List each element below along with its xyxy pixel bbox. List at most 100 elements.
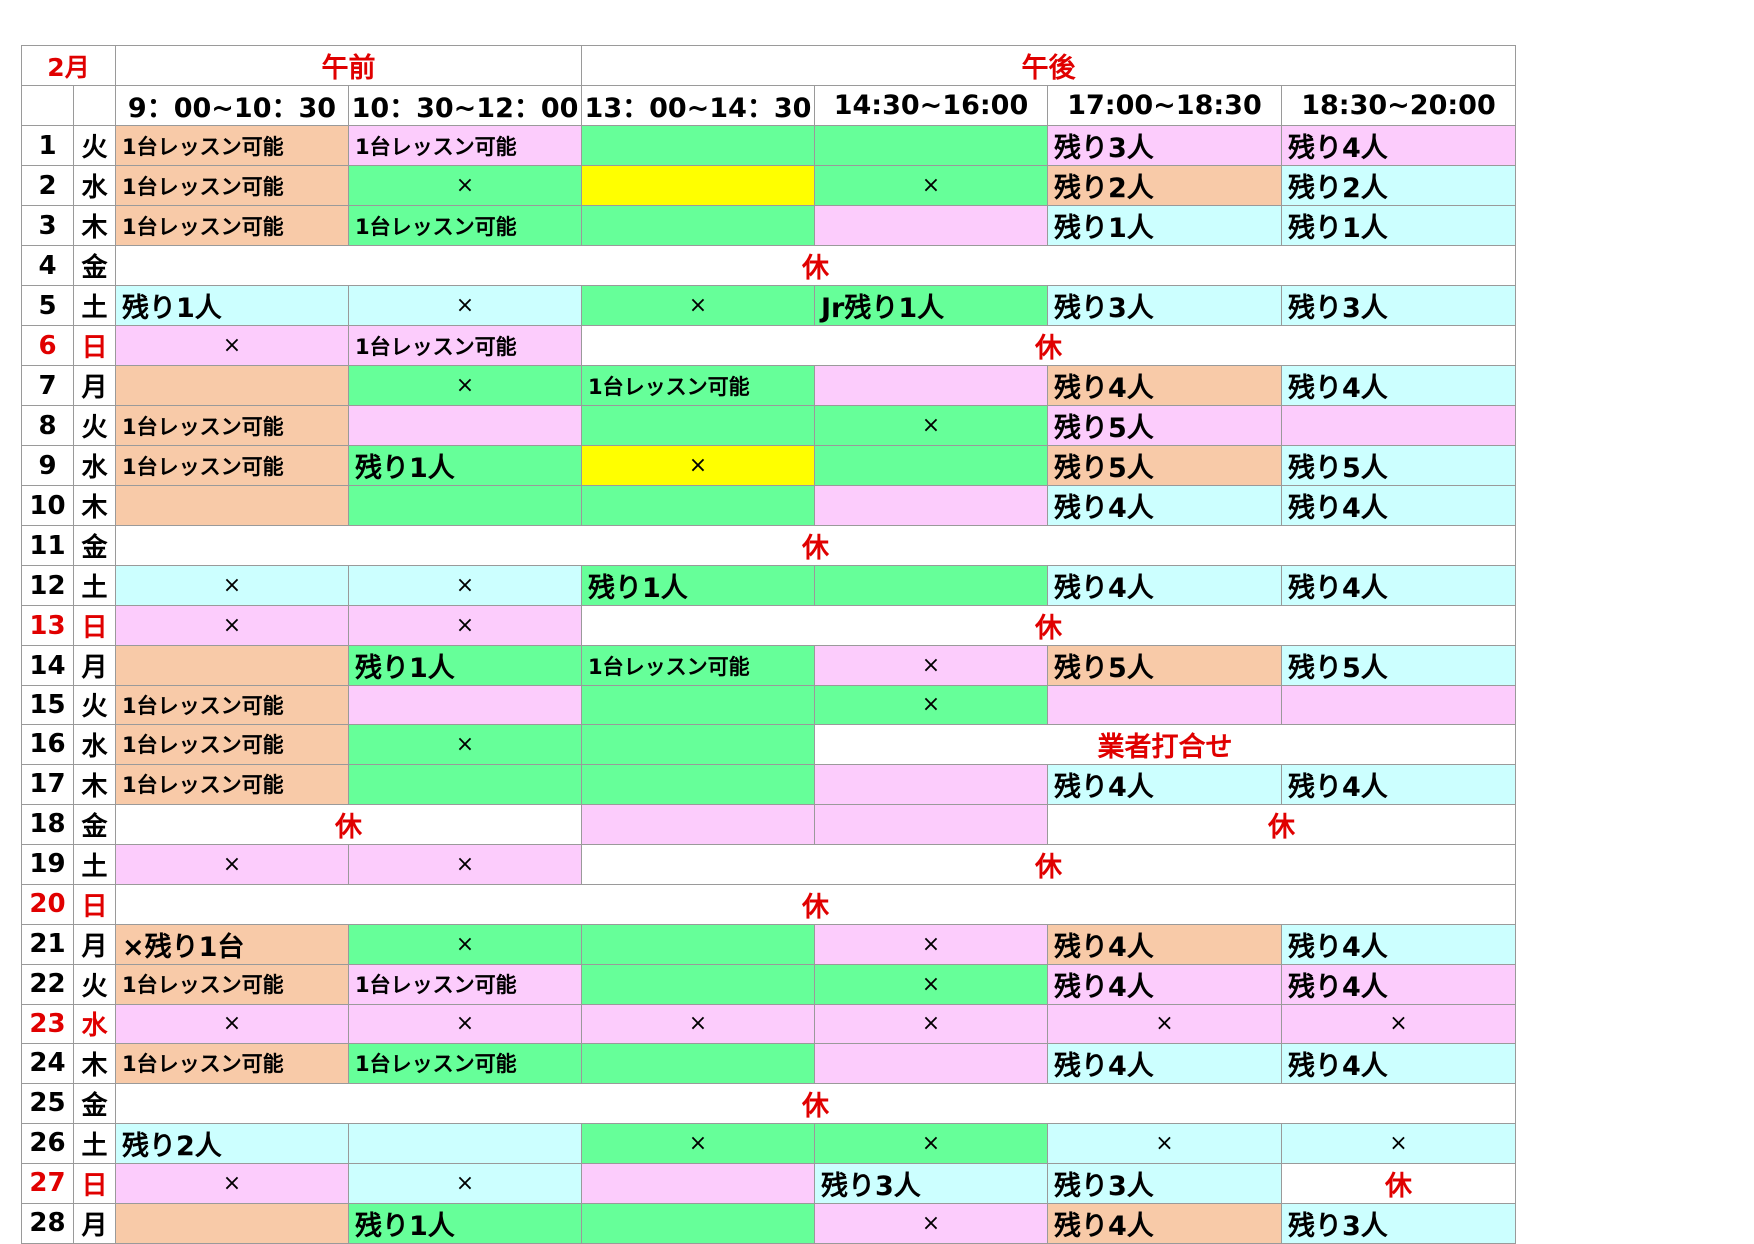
slot-cell: 残り3人: [1281, 1202, 1516, 1244]
day-number: 25: [21, 1082, 74, 1124]
weekday: 水: [73, 445, 116, 486]
slot-cell: ×: [115, 843, 349, 885]
slot-header: 13：00~14：30: [581, 85, 815, 126]
day-row: 26 土残り2人 × × × ×: [21, 1122, 1516, 1164]
weekday: 土: [73, 565, 116, 606]
day-row: 2 水 1台レッスン可能 × × 残り2人 残り2人: [21, 165, 1516, 206]
slot-cell: 残り5人: [1047, 445, 1282, 486]
slot-header: 9：00~10：30: [115, 85, 349, 126]
slot-cell: 残り1人: [348, 445, 582, 486]
weekday: 金: [73, 1082, 116, 1124]
day-row: 17 木 1台レッスン可能 残り4人 残り4人: [21, 763, 1516, 805]
slot-cell: 1台レッスン可能: [348, 963, 582, 1005]
slot-cell: [348, 405, 582, 446]
slot-cell: 残り4人: [1281, 125, 1516, 166]
slot-cell: ×: [814, 923, 1048, 965]
note-cell: 業者打合せ: [814, 723, 1516, 765]
weekday: 土: [73, 843, 116, 885]
slot-cell: ×: [115, 1162, 349, 1204]
day-row: 1 火 1台レッスン可能 1台レッスン可能 残り3人 残り4人: [21, 125, 1516, 166]
slot-cell: ×: [814, 685, 1048, 725]
weekday: 木: [73, 485, 116, 526]
day-number: 4: [21, 245, 74, 286]
slot-cell: ×: [814, 1202, 1048, 1244]
closed-cell: 休: [1281, 1162, 1516, 1204]
slot-cell: 残り1人: [1281, 205, 1516, 246]
slot-cell: [581, 685, 815, 725]
slot-cell: ×: [1281, 1003, 1516, 1044]
weekday: 月: [73, 645, 116, 686]
weekday: 金: [73, 245, 116, 286]
day-number: 24: [21, 1042, 74, 1084]
slot-cell: 1台レッスン可能: [115, 723, 349, 765]
day-number: 14: [21, 645, 74, 686]
weekday: 日: [73, 883, 116, 925]
slot-cell: ×: [348, 285, 582, 326]
slot-cell: [581, 205, 815, 246]
slot-cell: 残り4人: [1047, 923, 1282, 965]
slot-cell: 1台レッスン可能: [115, 165, 349, 206]
weekday: 火: [73, 405, 116, 446]
slot-cell: [581, 963, 815, 1005]
weekday: 日: [73, 605, 116, 646]
slot-cell: ×: [814, 1122, 1048, 1164]
slot-cell: ×: [348, 923, 582, 965]
day-number: 2: [21, 165, 74, 206]
slot-cell: ×: [348, 843, 582, 885]
day-number: 19: [21, 843, 74, 885]
slot-cell: 残り4人: [1281, 963, 1516, 1005]
slot-cell: ×: [115, 565, 349, 606]
slot-cell: 残り5人: [1281, 645, 1516, 686]
day-number: 26: [21, 1122, 74, 1164]
day-number: 7: [21, 365, 74, 406]
day-number: 20: [21, 883, 74, 925]
slot-cell: ×: [115, 325, 349, 366]
slot-cell: 1台レッスン可能: [115, 685, 349, 725]
weekday: 水: [73, 723, 116, 765]
weekday: 土: [73, 1122, 116, 1164]
slot-cell: ×: [1047, 1003, 1282, 1044]
weekday: 日: [73, 1162, 116, 1204]
slot-cell: 残り1人: [581, 565, 815, 606]
day-row: 28 月 残り1人 × 残り4人 残り3人: [21, 1202, 1516, 1244]
slot-cell: 1台レッスン可能: [115, 125, 349, 166]
day-number: 23: [21, 1003, 74, 1044]
slot-cell: 残り4人: [1047, 485, 1282, 526]
slot-cell: [581, 485, 815, 526]
slot-cell: [581, 125, 815, 166]
day-number: 9: [21, 445, 74, 486]
slot-cell: 1台レッスン可能: [581, 645, 815, 686]
slot-cell: [581, 803, 815, 845]
slot-cell: [814, 125, 1048, 166]
slot-cell: [348, 685, 582, 725]
slot-cell: [581, 763, 815, 805]
slot-cell: 残り4人: [1281, 763, 1516, 805]
day-row: 10 木 残り4人 残り4人: [21, 485, 1516, 526]
slot-cell: 1台レッスン可能: [348, 125, 582, 166]
slot-cell: 残り1人: [115, 285, 349, 326]
day-row: 18 金休休: [21, 803, 1516, 845]
day-number: 1: [21, 125, 74, 166]
slot-cell: ×: [348, 723, 582, 765]
slot-cell: [581, 1202, 815, 1244]
slot-cell: [814, 763, 1048, 805]
slot-cell: 残り4人: [1281, 485, 1516, 526]
slot-cell: ×残り1台: [115, 923, 349, 965]
slot-cell: 1台レッスン可能: [115, 763, 349, 805]
slot-cell: 1台レッスン可能: [115, 445, 349, 486]
slot-cell: [581, 1042, 815, 1084]
day-row: 19 土 × × 休: [21, 843, 1516, 885]
slot-cell: ×: [581, 285, 815, 326]
day-row: 3 木 1台レッスン可能 1台レッスン可能 残り1人 残り1人: [21, 205, 1516, 246]
slot-cell: 残り2人: [115, 1122, 349, 1164]
day-row: 25 金休: [21, 1082, 1516, 1124]
slot-cell: ×: [115, 605, 349, 646]
day-row: 9 水 1台レッスン可能 残り1人 × 残り5人 残り5人: [21, 445, 1516, 486]
day-row: 14 月残り1人 1台レッスン可能 × 残り5人 残り5人: [21, 645, 1516, 686]
slot-cell: [581, 923, 815, 965]
closed-cell: 休: [581, 605, 1516, 646]
slot-cell: 残り4人: [1047, 1042, 1282, 1084]
day-row: 16 水 1台レッスン可能 × 業者打合せ: [21, 723, 1516, 765]
day-row: 11 金休: [21, 525, 1516, 566]
